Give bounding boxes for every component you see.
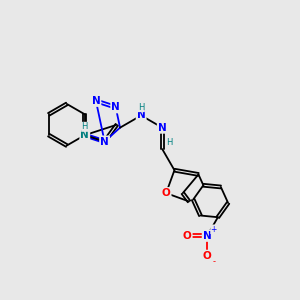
Text: O: O xyxy=(183,231,192,241)
Text: N: N xyxy=(158,123,167,133)
Text: H: H xyxy=(82,122,88,131)
Text: N: N xyxy=(111,102,120,112)
Text: +: + xyxy=(211,225,217,234)
Text: H: H xyxy=(167,138,173,147)
Text: -: - xyxy=(212,257,215,266)
Text: N: N xyxy=(92,96,100,106)
Text: N: N xyxy=(80,130,89,140)
Text: N: N xyxy=(100,136,109,147)
Text: O: O xyxy=(162,188,170,198)
Text: H: H xyxy=(138,103,144,112)
Text: N: N xyxy=(203,231,212,241)
Text: N: N xyxy=(137,110,146,121)
Text: O: O xyxy=(203,251,212,261)
